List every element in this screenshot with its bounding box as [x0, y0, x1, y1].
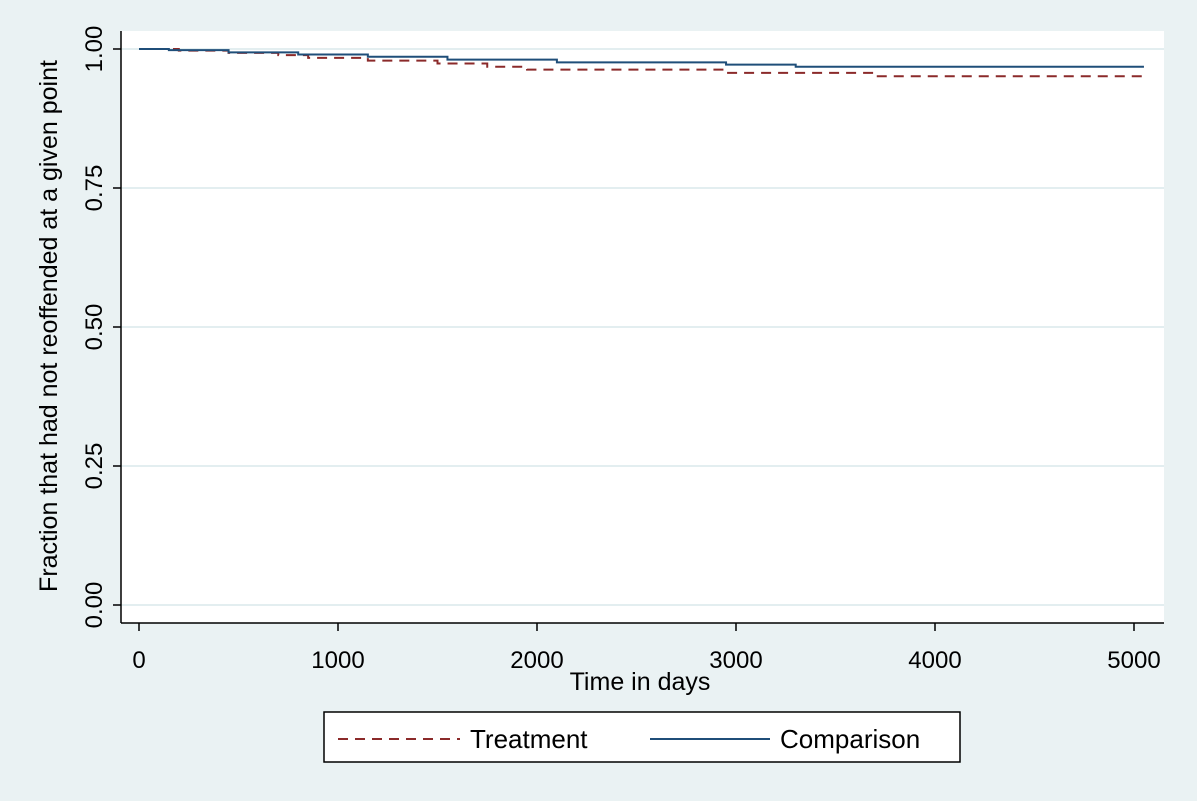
y-tick-label: 1.00 — [81, 26, 108, 73]
x-axis-title: Time in days — [570, 668, 711, 696]
legend-label-comparison: Comparison — [780, 724, 920, 754]
x-tick-label: 1000 — [311, 647, 364, 674]
x-tick-label: 0 — [132, 647, 145, 674]
y-tick-label: 0.75 — [81, 165, 108, 212]
x-tick-label: 3000 — [709, 647, 762, 674]
legend-label-treatment: Treatment — [470, 724, 588, 754]
x-tick-label: 4000 — [908, 647, 961, 674]
legend-box — [323, 711, 961, 763]
x-tick-label: 2000 — [510, 647, 563, 674]
series-lines — [139, 48, 1144, 78]
y-axis-title: Fraction that had not reoffended at a gi… — [35, 60, 63, 592]
y-tick-label: 0.25 — [81, 443, 108, 490]
y-tick-label: 0.00 — [81, 582, 108, 629]
series-line-comparison — [139, 48, 1144, 68]
legend: Treatment Comparison — [323, 711, 961, 763]
y-ticks: 0.00 0.25 0.50 0.75 1.00 — [81, 26, 121, 629]
y-tick-label: 0.50 — [81, 304, 108, 351]
x-ticks: 0 1000 2000 3000 4000 5000 — [132, 623, 1161, 674]
x-tick-label: 5000 — [1107, 647, 1160, 674]
grid-lines — [121, 48, 1164, 606]
